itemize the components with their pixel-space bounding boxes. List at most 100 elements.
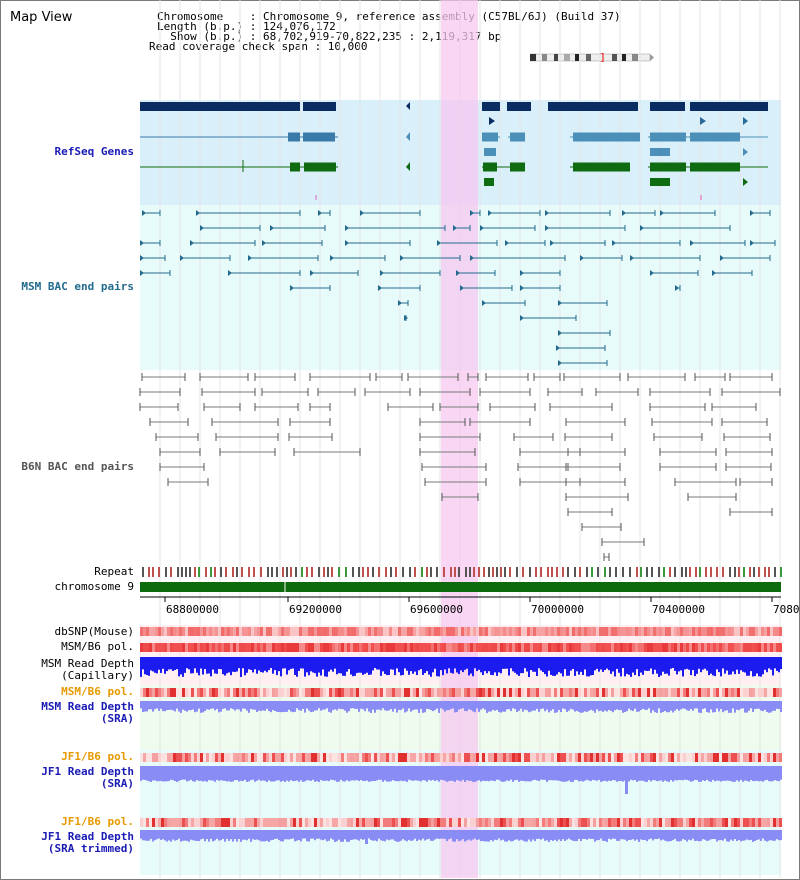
track-label-msm-b6-pol[interactable]: MSM/B6 pol.: [61, 640, 134, 653]
depth-bar: [154, 701, 156, 710]
heat-cell: [608, 753, 611, 762]
heat-cell: [446, 753, 449, 762]
depth-bar: [724, 701, 726, 711]
heat-cell: [242, 688, 245, 697]
depth-bar: [186, 830, 188, 841]
depth-bar: [504, 657, 506, 669]
track-label-msm-read-depth-sra[interactable]: MSM Read Depth (SRA): [41, 700, 134, 725]
chromosome-ideogram[interactable]: [530, 53, 654, 62]
track-label-msm-bac[interactable]: MSM BAC end pairs: [21, 280, 134, 293]
depth-bar: [202, 701, 204, 713]
depth-bar: [354, 766, 356, 781]
depth-bar: [700, 830, 702, 841]
heat-cell: [683, 643, 686, 652]
heat-cell: [539, 818, 542, 827]
depth-bar: [668, 766, 670, 782]
depth-bar: [644, 657, 646, 671]
depth-bar: [658, 701, 660, 709]
depth-bar: [604, 766, 606, 781]
heat-cell: [236, 643, 239, 652]
heat-cell: [512, 753, 515, 762]
depth-bar: [482, 701, 484, 709]
depth-bar: [346, 830, 348, 842]
heat-cell: [491, 753, 494, 762]
depth-bar: [260, 701, 262, 711]
depth-bar: [656, 657, 658, 674]
depth-bar: [506, 830, 508, 842]
track-label-jf1-b6-pol-trimmed[interactable]: JF1/B6 pol.: [61, 815, 134, 828]
depth-bar: [376, 830, 378, 842]
heat-cell: [614, 643, 617, 652]
bac-end: [482, 300, 486, 306]
heat-cell: [353, 688, 356, 697]
depth-bar: [330, 766, 332, 780]
depth-bar: [426, 766, 428, 782]
track-label-b6n-bac[interactable]: B6N BAC end pairs: [21, 460, 134, 473]
heat-cell: [248, 688, 251, 697]
heat-cell: [557, 753, 560, 762]
heat-cell: [152, 627, 155, 636]
depth-bar: [438, 766, 440, 782]
depth-bar: [656, 766, 658, 782]
heat-cell: [311, 643, 314, 652]
track-label-msm-b6-pol-sra[interactable]: MSM/B6 pol.: [61, 685, 134, 698]
heat-cell: [185, 753, 188, 762]
depth-bar: [192, 701, 194, 710]
depth-bar: [358, 830, 360, 841]
heat-cell: [419, 688, 422, 697]
bac-end: [142, 210, 146, 216]
heat-cell: [527, 643, 530, 652]
track-label-msm-read-depth-capillary[interactable]: MSM Read Depth (Capillary): [41, 657, 134, 682]
depth-bar: [688, 701, 690, 711]
bac-end: [505, 240, 509, 246]
track-label-repeat[interactable]: Repeat: [94, 565, 134, 578]
repeat-mark: [488, 567, 490, 577]
track-label-dbsnp[interactable]: dbSNP(Mouse): [54, 625, 134, 638]
track-label-refseq[interactable]: RefSeq Genes: [54, 145, 134, 158]
heat-cell: [728, 753, 731, 762]
depth-bar: [208, 766, 210, 781]
depth-bar: [434, 766, 436, 782]
track-label-jf1-read-depth-sra[interactable]: JF1 Read Depth (SRA): [41, 765, 134, 790]
heat-cell: [218, 627, 221, 636]
depth-bar: [524, 830, 526, 842]
depth-bar: [232, 657, 234, 672]
depth-bar: [730, 766, 732, 782]
depth-bar: [678, 701, 680, 711]
depth-bar: [286, 830, 288, 840]
depth-bar: [570, 766, 572, 782]
depth-bar: [494, 701, 496, 711]
heat-cell: [494, 643, 497, 652]
heat-cell: [158, 627, 161, 636]
heat-cell: [239, 643, 242, 652]
depth-bar: [560, 657, 562, 674]
depth-bar: [310, 657, 312, 672]
heat-cell: [434, 688, 437, 697]
heat-cell: [542, 818, 545, 827]
depth-bar: [498, 657, 500, 673]
heat-cell: [449, 643, 452, 652]
track-label-jf1-b6-pol[interactable]: JF1/B6 pol.: [61, 750, 134, 763]
depth-bar: [384, 830, 386, 842]
bac-end: [262, 240, 266, 246]
heat-cell: [194, 753, 197, 762]
depth-bar: [532, 657, 534, 672]
heat-cell: [581, 643, 584, 652]
track-label-jf1-read-depth-trimmed[interactable]: JF1 Read Depth (SRA trimmed): [41, 830, 134, 855]
depth-bar: [418, 657, 420, 671]
heat-cell: [674, 818, 677, 827]
heat-cell: [338, 753, 341, 762]
depth-bar: [244, 701, 246, 709]
depth-bar: [526, 657, 528, 672]
heat-cell: [164, 688, 167, 697]
depth-bar: [556, 766, 558, 781]
depth-bar: [604, 657, 606, 671]
depth-bar: [224, 701, 226, 709]
depth-bar: [740, 657, 742, 671]
repeat-mark: [338, 567, 340, 577]
depth-bar: [550, 657, 552, 675]
repeat-mark: [295, 567, 297, 577]
heat-cell: [233, 818, 236, 827]
heat-cell: [203, 688, 206, 697]
heat-cell: [233, 753, 236, 762]
